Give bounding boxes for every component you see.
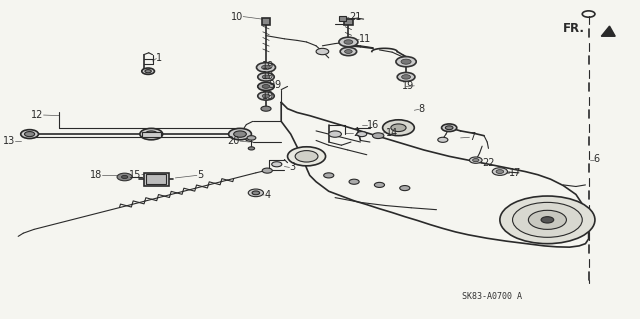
Text: 15: 15: [129, 170, 142, 180]
Bar: [142, 131, 161, 137]
Text: 1: 1: [156, 54, 163, 63]
Text: 16: 16: [367, 120, 379, 130]
Circle shape: [262, 65, 271, 70]
Circle shape: [234, 131, 246, 137]
Circle shape: [295, 151, 318, 162]
Circle shape: [262, 94, 270, 98]
Text: 3: 3: [289, 162, 296, 173]
Text: 19: 19: [262, 91, 274, 101]
Circle shape: [142, 68, 154, 74]
Circle shape: [500, 196, 595, 244]
Bar: [143, 173, 169, 186]
Circle shape: [383, 120, 414, 136]
Circle shape: [145, 131, 157, 137]
Text: 17: 17: [509, 168, 522, 178]
Bar: [339, 16, 346, 21]
Circle shape: [529, 210, 566, 229]
Circle shape: [258, 82, 274, 91]
Circle shape: [372, 133, 384, 138]
Circle shape: [228, 128, 252, 140]
Bar: [262, 18, 271, 25]
Circle shape: [117, 173, 132, 181]
Text: 6: 6: [594, 154, 600, 165]
Circle shape: [356, 131, 367, 137]
Circle shape: [316, 48, 329, 55]
Circle shape: [257, 63, 275, 72]
Circle shape: [349, 179, 359, 184]
Text: 20: 20: [228, 136, 240, 146]
Circle shape: [445, 126, 453, 130]
Circle shape: [258, 92, 274, 100]
Circle shape: [247, 136, 256, 140]
Circle shape: [252, 191, 260, 195]
Bar: [344, 19, 353, 26]
Circle shape: [442, 124, 457, 131]
Text: 21: 21: [349, 12, 362, 22]
Circle shape: [258, 73, 274, 81]
Circle shape: [401, 59, 411, 64]
Circle shape: [262, 85, 270, 88]
Circle shape: [261, 106, 271, 111]
Circle shape: [272, 162, 282, 167]
Circle shape: [340, 48, 356, 56]
Circle shape: [470, 157, 482, 163]
Circle shape: [492, 168, 508, 175]
Text: SK83-A0700 A: SK83-A0700 A: [462, 292, 522, 301]
Circle shape: [344, 40, 353, 44]
Circle shape: [24, 131, 35, 137]
Circle shape: [438, 137, 448, 142]
Circle shape: [496, 170, 504, 174]
Text: 19: 19: [262, 71, 274, 81]
Text: 10: 10: [231, 11, 243, 22]
Circle shape: [262, 168, 273, 173]
Circle shape: [396, 56, 416, 67]
Text: 9: 9: [275, 80, 281, 90]
Circle shape: [20, 130, 38, 138]
Polygon shape: [601, 26, 615, 36]
Circle shape: [472, 159, 479, 162]
Circle shape: [541, 217, 554, 223]
Circle shape: [140, 128, 163, 140]
Circle shape: [248, 147, 255, 150]
Circle shape: [329, 131, 341, 137]
Text: 7: 7: [470, 132, 476, 142]
Circle shape: [513, 202, 582, 237]
Text: 19: 19: [262, 61, 274, 71]
Text: FR.: FR.: [563, 22, 585, 35]
Text: 4: 4: [264, 190, 270, 200]
Circle shape: [374, 182, 385, 188]
Circle shape: [262, 75, 270, 79]
Text: 12: 12: [31, 110, 44, 120]
Circle shape: [248, 189, 264, 197]
Circle shape: [391, 124, 406, 131]
Circle shape: [339, 37, 358, 47]
Text: 2: 2: [353, 129, 359, 138]
Circle shape: [122, 175, 128, 179]
Text: 5: 5: [197, 170, 203, 180]
Text: 19: 19: [402, 81, 414, 91]
Text: 8: 8: [419, 104, 425, 114]
Circle shape: [324, 173, 334, 178]
Text: 11: 11: [359, 34, 371, 44]
Text: 18: 18: [90, 170, 102, 180]
Circle shape: [287, 147, 326, 166]
Text: 14: 14: [386, 128, 398, 137]
Text: 22: 22: [482, 158, 495, 168]
Bar: [146, 174, 166, 184]
Circle shape: [344, 50, 352, 53]
Circle shape: [400, 186, 410, 191]
Circle shape: [402, 75, 410, 79]
Circle shape: [397, 72, 415, 81]
Text: 9: 9: [269, 80, 275, 90]
Circle shape: [145, 70, 151, 73]
Text: 13: 13: [3, 136, 15, 146]
